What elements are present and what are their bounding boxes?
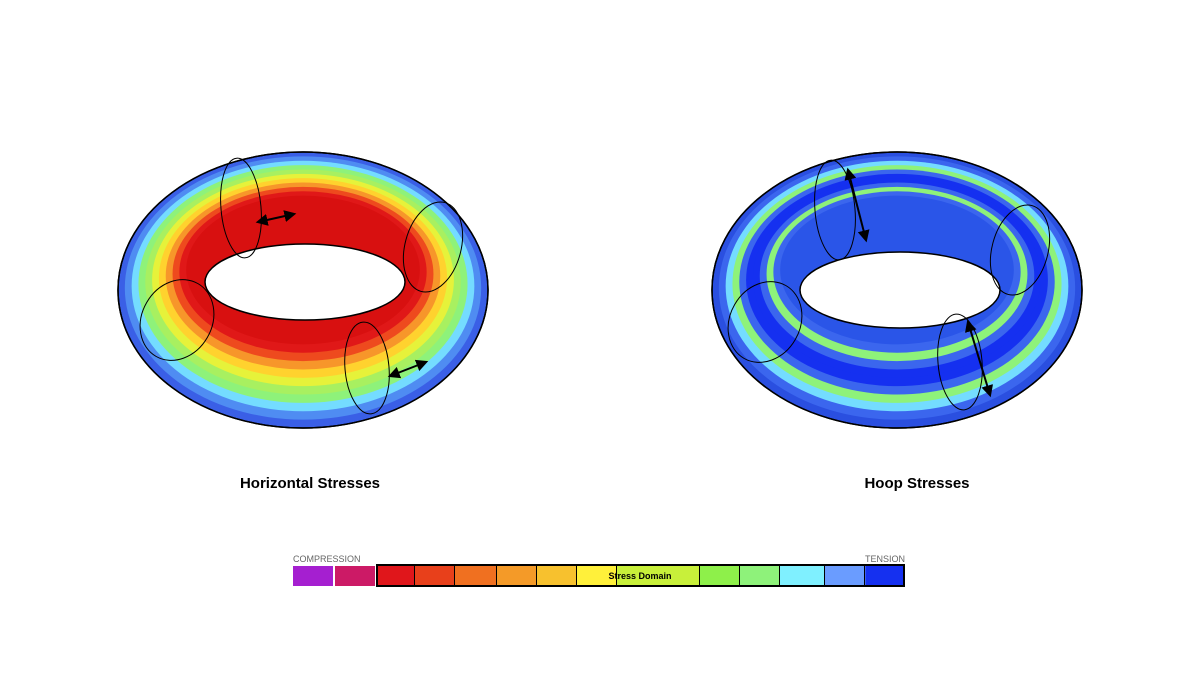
stress-arrow	[844, 167, 870, 243]
stress-arrow	[255, 210, 297, 226]
caption: Horizontal Stresses	[240, 475, 380, 492]
cross-section	[139, 279, 215, 361]
swatch	[415, 566, 454, 585]
torus-outline	[117, 151, 489, 429]
cross-section	[727, 281, 803, 363]
swatch	[293, 566, 333, 586]
cross-section	[989, 204, 1051, 296]
horizontal-stress-torus	[117, 151, 489, 429]
swatch	[617, 566, 699, 585]
swatch	[537, 566, 576, 585]
legend-right-label: TENSION	[865, 554, 905, 564]
caption: Hoop Stresses	[864, 475, 969, 492]
swatch	[740, 566, 779, 585]
swatch	[455, 566, 496, 585]
legend-center-label: Stress Domain	[608, 571, 671, 581]
torus-outline	[711, 151, 1083, 429]
swatch	[700, 566, 739, 585]
hoop-stress-torus	[711, 151, 1083, 429]
stress-arrow	[965, 319, 993, 398]
cross-section	[220, 157, 262, 259]
torus-hole	[799, 251, 1001, 329]
cross-section	[402, 201, 464, 293]
stress-arrow	[387, 359, 429, 379]
swatch	[780, 566, 824, 585]
swatch	[497, 566, 536, 585]
swatch	[378, 566, 414, 585]
swatch	[577, 566, 616, 585]
legend-bar	[293, 564, 905, 587]
legend-left-label: COMPRESSION	[293, 554, 361, 564]
swatch	[335, 566, 375, 586]
torus-hole	[204, 243, 406, 321]
swatch	[825, 566, 864, 585]
swatch	[866, 566, 903, 585]
